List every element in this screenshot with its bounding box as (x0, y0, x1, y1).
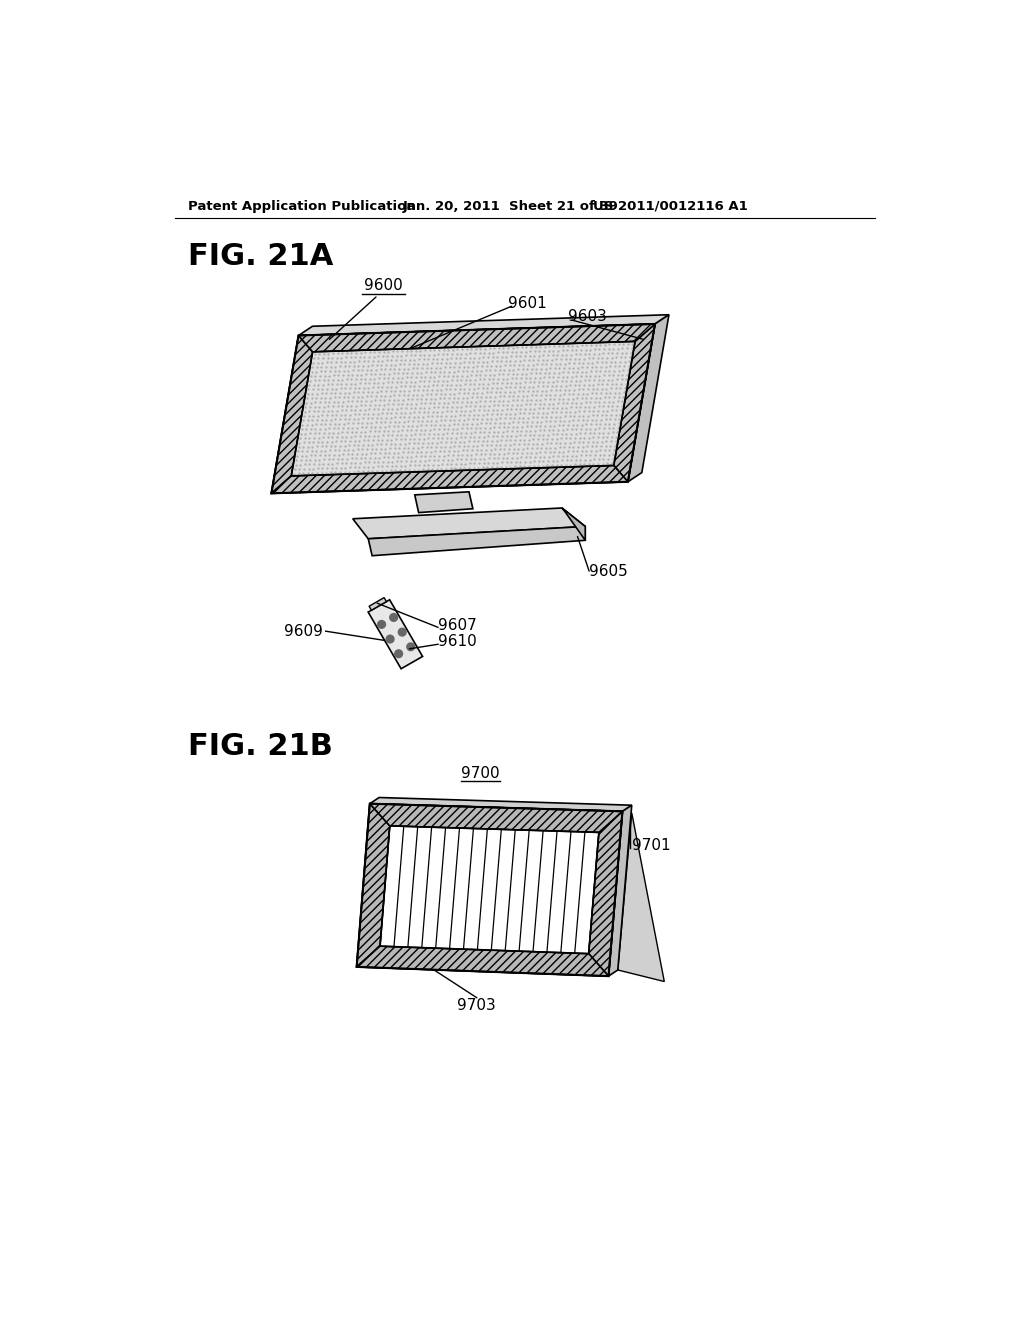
Text: 9700: 9700 (462, 766, 500, 780)
Polygon shape (608, 805, 632, 977)
Circle shape (407, 643, 415, 651)
Text: Patent Application Publication: Patent Application Publication (188, 199, 416, 213)
Text: 9601: 9601 (508, 296, 547, 310)
Polygon shape (628, 314, 669, 482)
Text: 9605: 9605 (589, 564, 628, 578)
Polygon shape (299, 323, 655, 352)
Polygon shape (415, 492, 473, 512)
Polygon shape (356, 804, 390, 966)
Text: 9607: 9607 (438, 618, 477, 632)
Polygon shape (369, 527, 586, 556)
Text: 9703: 9703 (458, 998, 496, 1012)
Text: FIG. 21B: FIG. 21B (188, 733, 334, 762)
Text: US 2011/0012116 A1: US 2011/0012116 A1 (593, 199, 748, 213)
Circle shape (395, 649, 402, 657)
Circle shape (398, 628, 407, 636)
Circle shape (378, 620, 385, 628)
Polygon shape (380, 826, 599, 953)
Polygon shape (271, 466, 628, 494)
Text: Jan. 20, 2011  Sheet 21 of 39: Jan. 20, 2011 Sheet 21 of 39 (403, 199, 618, 213)
Polygon shape (271, 335, 312, 494)
Text: 9609: 9609 (285, 623, 324, 639)
Polygon shape (299, 314, 669, 335)
Polygon shape (589, 812, 623, 977)
Polygon shape (356, 946, 608, 977)
Text: FIG. 21A: FIG. 21A (188, 242, 334, 271)
Polygon shape (617, 813, 665, 982)
Polygon shape (292, 342, 635, 475)
Circle shape (390, 614, 397, 622)
Polygon shape (562, 508, 586, 540)
Circle shape (386, 635, 394, 643)
Polygon shape (370, 797, 632, 812)
Polygon shape (356, 804, 623, 977)
Text: 9600: 9600 (365, 279, 403, 293)
Polygon shape (369, 598, 386, 610)
Polygon shape (352, 508, 586, 539)
Polygon shape (613, 323, 655, 482)
Polygon shape (369, 599, 423, 669)
Text: 9610: 9610 (438, 635, 477, 649)
Polygon shape (271, 323, 655, 494)
Text: 9701: 9701 (632, 838, 671, 853)
Polygon shape (370, 804, 623, 833)
Text: 9603: 9603 (568, 309, 607, 323)
